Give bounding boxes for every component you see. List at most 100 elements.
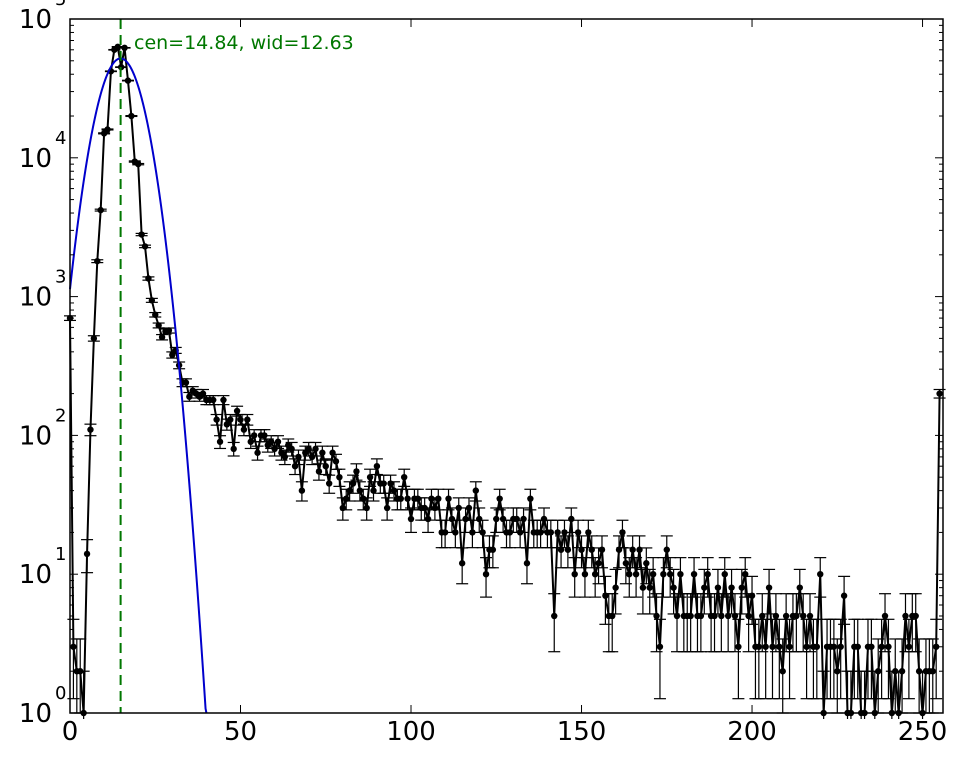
data-point bbox=[87, 426, 94, 433]
data-point bbox=[407, 515, 415, 523]
data-point bbox=[735, 643, 742, 650]
fit-layer bbox=[69, 19, 208, 714]
data-point bbox=[677, 571, 684, 578]
data-point bbox=[455, 504, 462, 512]
plot-frame bbox=[69, 18, 944, 714]
data-point bbox=[332, 458, 340, 465]
data-point bbox=[643, 560, 650, 567]
data-point bbox=[806, 612, 814, 620]
data-point bbox=[165, 327, 173, 334]
data-point bbox=[898, 668, 906, 675]
y-tick-label: 10 bbox=[19, 699, 52, 729]
gaussian-fit-curve bbox=[69, 57, 208, 714]
data-point bbox=[404, 495, 411, 502]
y-tick-exponent: 1 bbox=[55, 544, 66, 565]
data-point bbox=[714, 584, 722, 591]
data-point bbox=[782, 612, 790, 620]
data-point bbox=[649, 571, 657, 578]
data-point bbox=[77, 668, 84, 675]
data-point bbox=[315, 468, 323, 475]
data-point bbox=[578, 546, 585, 553]
data-point bbox=[373, 462, 381, 470]
data-point bbox=[551, 612, 558, 620]
data-point bbox=[711, 612, 718, 620]
data-point bbox=[237, 416, 244, 423]
data-point bbox=[612, 584, 619, 591]
data-point bbox=[145, 275, 152, 282]
data-point bbox=[523, 560, 531, 567]
data-point bbox=[353, 468, 360, 475]
data-point bbox=[356, 487, 364, 494]
data-point bbox=[755, 643, 763, 650]
data-point bbox=[186, 393, 193, 400]
data-point bbox=[213, 416, 220, 423]
data-point bbox=[366, 473, 374, 481]
y-tick-exponent: 0 bbox=[55, 683, 66, 704]
data-point bbox=[772, 612, 780, 620]
data-point bbox=[588, 546, 595, 553]
data-point bbox=[458, 560, 466, 567]
data-point bbox=[496, 495, 503, 502]
data-point bbox=[298, 487, 306, 494]
data-point bbox=[469, 529, 476, 536]
data-point bbox=[793, 612, 800, 620]
data-point bbox=[462, 515, 469, 523]
data-point bbox=[902, 612, 909, 620]
data-point bbox=[476, 515, 483, 523]
data-point bbox=[915, 668, 923, 675]
data-point bbox=[499, 515, 507, 523]
data-point bbox=[305, 445, 312, 453]
data-point bbox=[759, 612, 766, 620]
data-point bbox=[267, 438, 275, 445]
data-point bbox=[527, 495, 534, 502]
axes-layer: 050100150200250100101102103104105 bbox=[19, 0, 947, 747]
data-point bbox=[639, 584, 647, 591]
data-point bbox=[701, 584, 708, 591]
data-point bbox=[135, 160, 142, 168]
data-point bbox=[233, 407, 241, 415]
y-tick-exponent: 4 bbox=[55, 128, 66, 149]
data-point bbox=[421, 504, 428, 512]
data-point bbox=[885, 643, 892, 650]
data-point bbox=[312, 445, 319, 453]
data-point bbox=[138, 231, 145, 238]
data-point bbox=[574, 529, 582, 536]
data-point bbox=[254, 449, 261, 456]
data-point bbox=[636, 546, 643, 553]
data-point bbox=[786, 643, 793, 650]
data-point bbox=[854, 643, 861, 650]
data-point bbox=[742, 571, 749, 578]
data-point bbox=[568, 515, 575, 523]
data-point bbox=[718, 612, 725, 620]
data-point bbox=[380, 480, 387, 487]
x-tick-label: 0 bbox=[62, 717, 79, 747]
data-point bbox=[128, 112, 135, 120]
data-point bbox=[244, 416, 251, 423]
data-point bbox=[840, 592, 848, 599]
data-point bbox=[482, 571, 490, 578]
y-tick-label: 10 bbox=[19, 283, 52, 313]
data-point bbox=[813, 643, 821, 650]
x-tick-label: 250 bbox=[898, 717, 948, 747]
data-point bbox=[90, 335, 98, 342]
data-point bbox=[250, 432, 258, 439]
data-point bbox=[721, 571, 728, 578]
data-point bbox=[687, 612, 694, 620]
data-point bbox=[513, 515, 520, 523]
data-point bbox=[390, 487, 398, 494]
data-point bbox=[776, 643, 783, 650]
data-point bbox=[274, 438, 282, 445]
data-point bbox=[892, 668, 899, 675]
x-tick-label: 100 bbox=[386, 717, 436, 747]
data-point bbox=[666, 571, 674, 578]
data-point bbox=[663, 546, 670, 553]
data-point bbox=[261, 432, 268, 439]
data-point bbox=[465, 504, 473, 512]
data-point bbox=[445, 495, 452, 502]
data-point bbox=[881, 612, 889, 620]
data-point bbox=[424, 515, 432, 523]
data-point bbox=[745, 612, 752, 620]
y-tick-exponent: 3 bbox=[55, 267, 66, 288]
data-point bbox=[387, 480, 394, 487]
